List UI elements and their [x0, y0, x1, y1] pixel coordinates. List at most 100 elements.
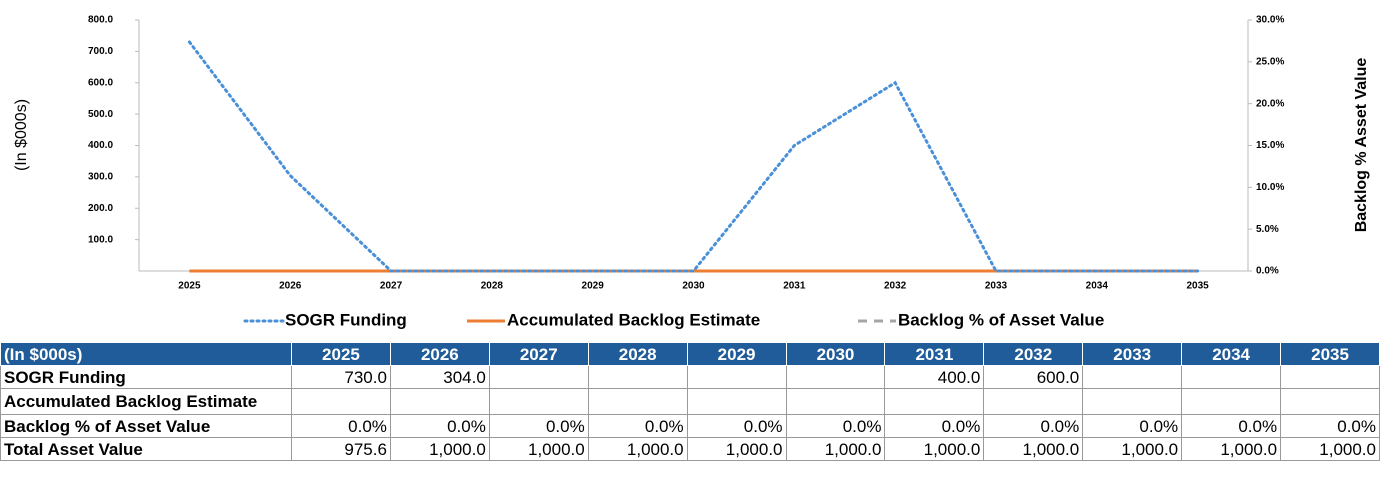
y-tick-label: 200.0 — [88, 203, 113, 214]
header-cell: 2034 — [1181, 342, 1282, 366]
table-cell: 1,000.0 — [686, 437, 787, 461]
y-tick-label: 600.0 — [88, 77, 113, 88]
table-cell: 1,000.0 — [1082, 437, 1183, 461]
legend-label: SOGR Funding — [285, 310, 407, 329]
x-tick-label: 2033 — [985, 281, 1008, 292]
header-row: (In $000s) 2025 2026 2027 2028 2029 2030 2031 20… — [0, 342, 1380, 366]
table-cell — [1082, 388, 1183, 415]
table-cell: 1,000.0 — [587, 437, 688, 461]
x-tick-label: 2028 — [481, 281, 504, 292]
legend-label: Accumulated Backlog Estimate — [507, 310, 760, 329]
table-cell — [291, 388, 391, 415]
series-line — [187, 40, 1200, 273]
header-cell: 2030 — [785, 342, 886, 366]
y-tick-label: 300.0 — [88, 172, 113, 183]
table-cell — [983, 388, 1084, 415]
x-tick-label: 2025 — [178, 281, 201, 292]
table-cell: 0.0% — [389, 414, 490, 438]
legend-label: Backlog % of Asset Value — [898, 310, 1104, 329]
data-table: (In $000s) 2025 2026 2027 2028 2029 2030 2031 20… — [0, 342, 1380, 461]
table-cell: 0.0% — [983, 414, 1084, 438]
table-cell: 1,000.0 — [983, 437, 1084, 461]
table-cell — [488, 388, 589, 415]
y2-tick-label: 10.0% — [1256, 182, 1284, 193]
table-cell: 0.0% — [785, 414, 886, 438]
table-cell: 0.0% — [1181, 414, 1282, 438]
x-tick-label: 2035 — [1186, 281, 1209, 292]
table-cell: 600.0 — [983, 365, 1084, 389]
y2-tick-label: 25.0% — [1256, 56, 1284, 67]
table-row: Total Asset Value 975.6 1,000.0 1,000.0 1,00… — [0, 437, 1380, 461]
row-label: SOGR Funding — [0, 365, 292, 389]
y2-tick-label: 30.0% — [1256, 15, 1284, 26]
row-label: Backlog % of Asset Value — [0, 414, 292, 438]
x-tick-label: 2032 — [884, 281, 907, 292]
table-cell: 1,000.0 — [488, 437, 589, 461]
table-cell: 0.0% — [686, 414, 787, 438]
y2-tick-label: 5.0% — [1256, 224, 1279, 235]
x-tick-label: 2034 — [1086, 281, 1109, 292]
table-cell — [389, 388, 490, 415]
table-cell: 0.0% — [291, 414, 391, 438]
y2-tick-label: 15.0% — [1256, 140, 1284, 151]
chart: (In $000s) Backlog % Asset Value 100.0 20… — [13, 15, 1370, 330]
y-tick-label: 500.0 — [88, 109, 113, 120]
table-cell: 1,000.0 — [1181, 437, 1282, 461]
table-cell: 0.0% — [884, 414, 985, 438]
table-cell: 0.0% — [587, 414, 688, 438]
y-axis-label: (In $000s) — [13, 99, 30, 171]
table-cell: 0.0% — [1082, 414, 1183, 438]
table-cell: 400.0 — [884, 365, 985, 389]
table-cell: 1,000.0 — [884, 437, 985, 461]
table-cell — [1280, 388, 1380, 415]
table-cell: 1,000.0 — [389, 437, 490, 461]
x-tick-label: 2029 — [582, 281, 605, 292]
table-cell: 304.0 — [389, 365, 490, 389]
y-tick-label: 400.0 — [88, 140, 113, 151]
table-cell — [884, 388, 985, 415]
y2-tick-label: 0.0% — [1256, 266, 1279, 277]
header-cell: 2031 — [884, 342, 985, 366]
x-tick-label: 2027 — [380, 281, 403, 292]
table-cell: 730.0 — [291, 365, 391, 389]
table-cell — [1181, 365, 1282, 389]
table-row: Accumulated Backlog Estimate — [0, 388, 1380, 415]
table-cell — [488, 365, 589, 389]
table-row: SOGR Funding 730.0 304.0 400.0 600.0 — [0, 365, 1380, 389]
x-tick-label: 2026 — [279, 281, 302, 292]
table-cell — [1181, 388, 1282, 415]
header-cell: 2026 — [389, 342, 490, 366]
header-cell: 2033 — [1082, 342, 1183, 366]
header-cell: 2027 — [488, 342, 589, 366]
table-cell — [1082, 365, 1183, 389]
header-cell: 2035 — [1280, 342, 1380, 366]
table-cell — [686, 388, 787, 415]
table-cell: 0.0% — [488, 414, 589, 438]
y-tick-label: 100.0 — [88, 234, 113, 245]
table-cell: 975.6 — [291, 437, 391, 461]
table-cell — [785, 365, 886, 389]
x-tick-label: 2030 — [682, 281, 705, 292]
header-cell: 2029 — [686, 342, 787, 366]
y-tick-label: 800.0 — [88, 15, 113, 26]
y2-axis-label: Backlog % Asset Value — [1353, 58, 1370, 233]
header-cell: (In $000s) — [0, 342, 292, 366]
header-cell: 2028 — [587, 342, 688, 366]
y-tick-label: 700.0 — [88, 46, 113, 57]
table-row: Backlog % of Asset Value 0.0% 0.0% 0.0% 0.0%… — [0, 414, 1380, 438]
header-cell: 2025 — [291, 342, 391, 366]
table-cell — [686, 365, 787, 389]
table-cell: 1,000.0 — [785, 437, 886, 461]
header-cell: 2032 — [983, 342, 1084, 366]
table-cell — [587, 365, 688, 389]
row-label: Accumulated Backlog Estimate — [0, 388, 292, 415]
table-cell: 0.0% — [1280, 414, 1380, 438]
table-cell: 1,000.0 — [1280, 437, 1380, 461]
x-tick-label: 2031 — [783, 281, 806, 292]
table-cell — [1280, 365, 1380, 389]
row-label: Total Asset Value — [0, 437, 292, 461]
y2-tick-label: 20.0% — [1256, 98, 1284, 109]
table-cell — [587, 388, 688, 415]
table-cell — [785, 388, 886, 415]
